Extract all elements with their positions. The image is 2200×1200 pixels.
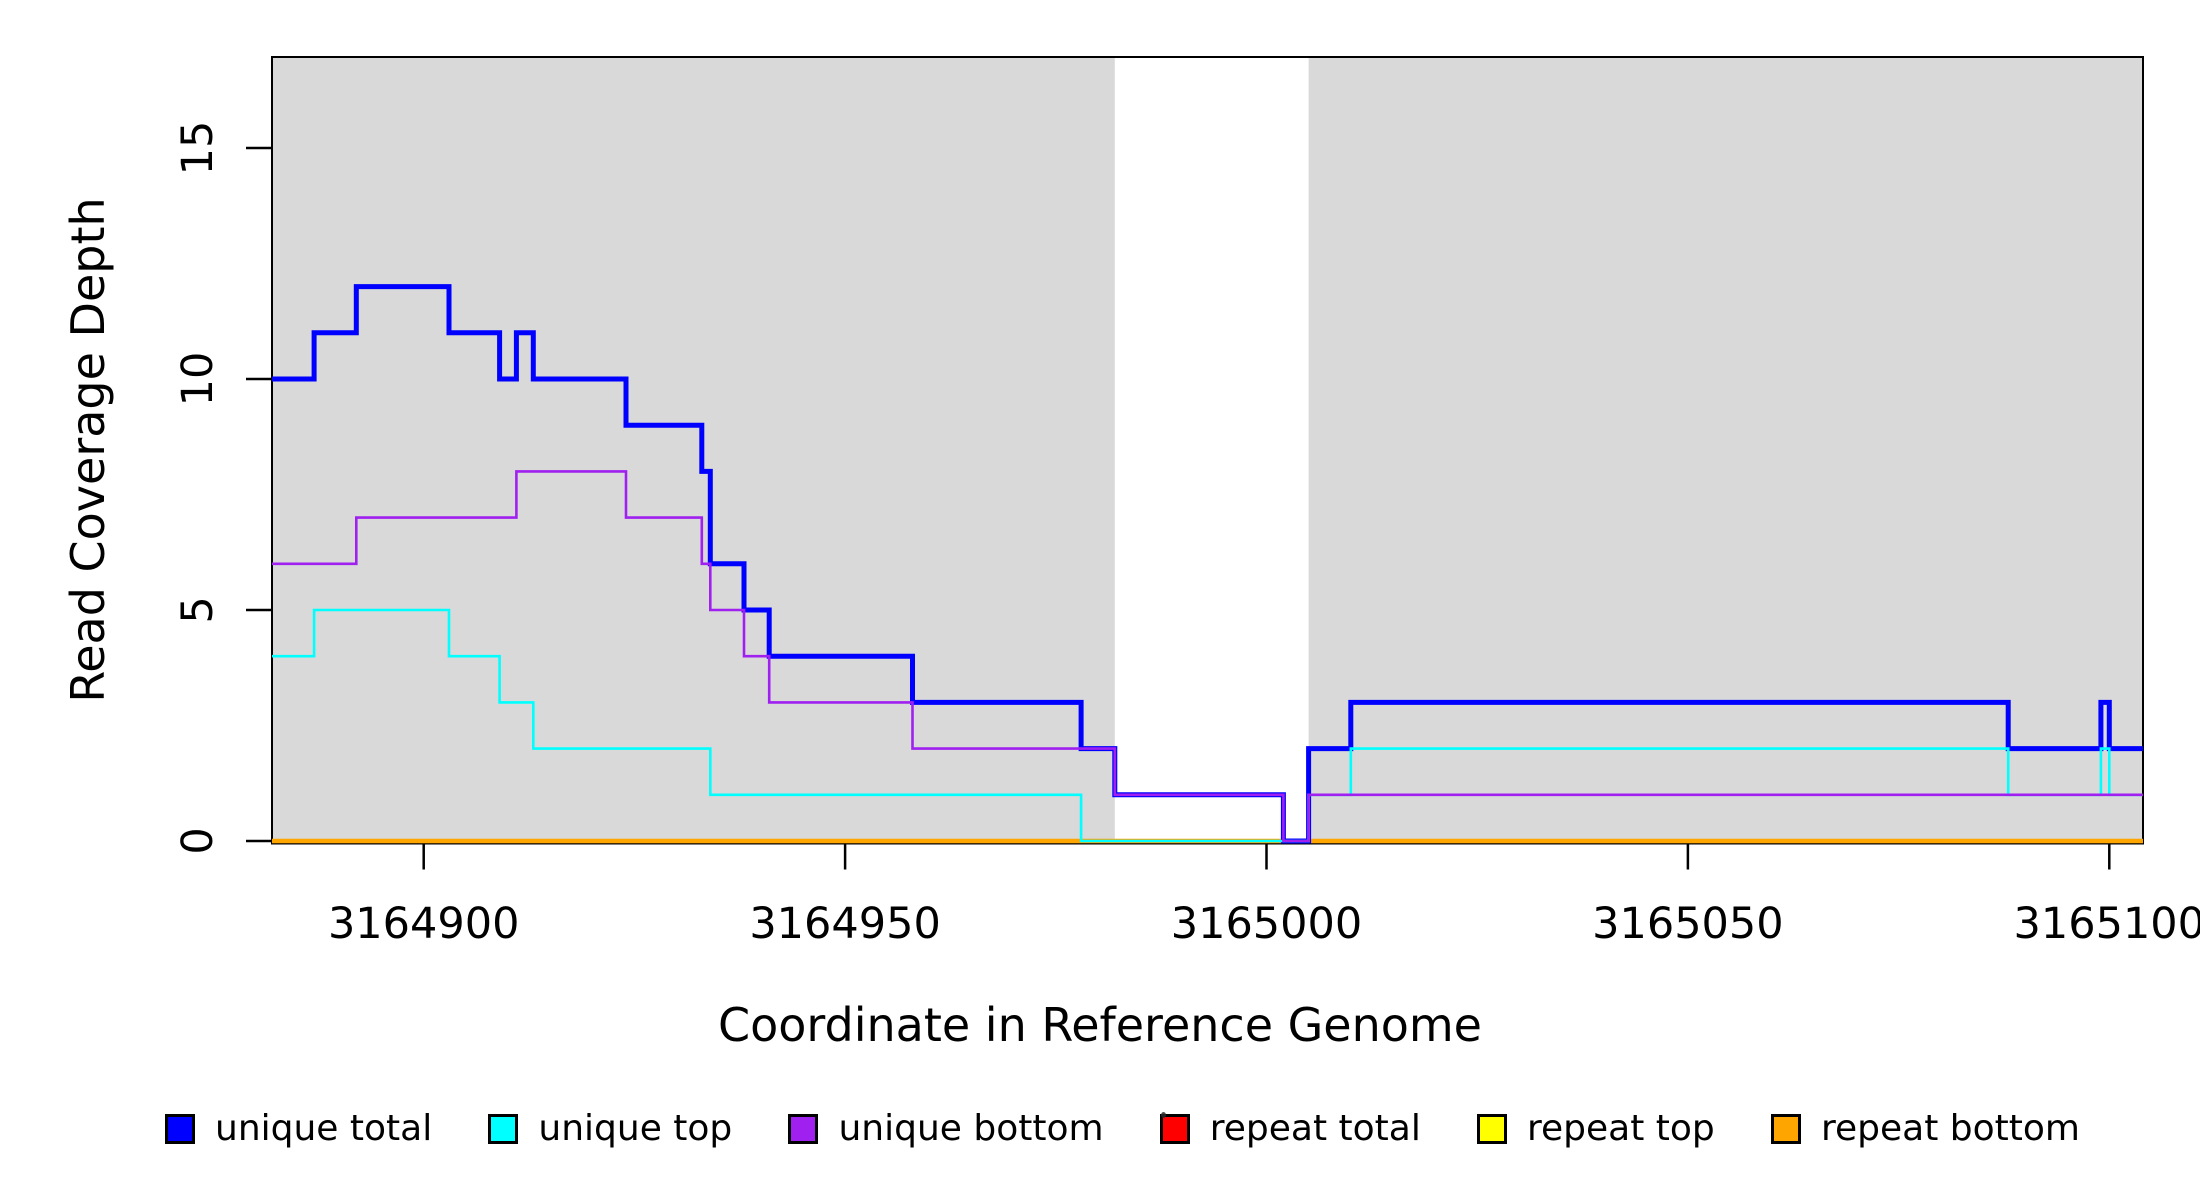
legend-item-repeat-top: repeat top <box>1477 1111 1715 1147</box>
legend-item-repeat-total: repeat total <box>1159 1108 1421 1149</box>
legend-label-repeat-bottom: repeat bottom <box>1820 1108 2080 1149</box>
y-axis-title: Read Coverage Depth <box>61 197 115 703</box>
x-axis-title: Coordinate in Reference Genome <box>718 998 1482 1052</box>
legend-label-unique-top: unique top <box>538 1108 733 1149</box>
legend-swatch-unique-bottom <box>788 1114 819 1144</box>
y-tick-label: 10 <box>173 352 223 407</box>
legend-item-unique-bottom: unique bottom <box>788 1108 1104 1149</box>
x-tick-label: 3165050 <box>1592 899 1784 949</box>
legend-label-unique-bottom: unique bottom <box>838 1108 1104 1149</box>
x-tick-label: 3164900 <box>328 899 520 949</box>
legend-label-repeat-total: repeat total <box>1209 1108 1421 1149</box>
legend-swatch-repeat-top <box>1477 1114 1508 1144</box>
legend-swatch-unique-total <box>165 1114 195 1144</box>
x-tick-label: 3165000 <box>1171 899 1363 949</box>
series-unique-bottom <box>272 470 2143 843</box>
unique-region-right <box>1308 57 2143 844</box>
legend-swatch-unique-top <box>488 1114 519 1144</box>
legend-swatch-repeat-total <box>1159 1114 1190 1144</box>
series-unique-total <box>272 284 2143 844</box>
series-unique-top <box>272 608 2143 843</box>
y-tick-label: 5 <box>173 596 223 623</box>
legend-item-unique-top: unique top <box>488 1111 732 1147</box>
legend-label-unique-total: unique total <box>215 1108 433 1149</box>
legend: unique total unique top unique bottom repea… <box>165 1098 2080 1160</box>
stray-dot <box>1161 1112 1166 1118</box>
x-tick-label: 3165100 <box>2014 899 2200 949</box>
y-tick-label: 15 <box>173 121 223 176</box>
y-tick-label: 0 <box>173 827 223 854</box>
legend-item-unique-total: unique total <box>165 1111 432 1147</box>
x-tick-label: 3164950 <box>749 899 941 949</box>
legend-label-repeat-top: repeat top <box>1527 1108 1715 1149</box>
legend-swatch-repeat-bottom <box>1770 1114 1801 1144</box>
unique-region-left <box>272 57 1115 844</box>
legend-item-repeat-bottom: repeat bottom <box>1770 1108 2080 1149</box>
plot-border <box>271 56 2144 845</box>
